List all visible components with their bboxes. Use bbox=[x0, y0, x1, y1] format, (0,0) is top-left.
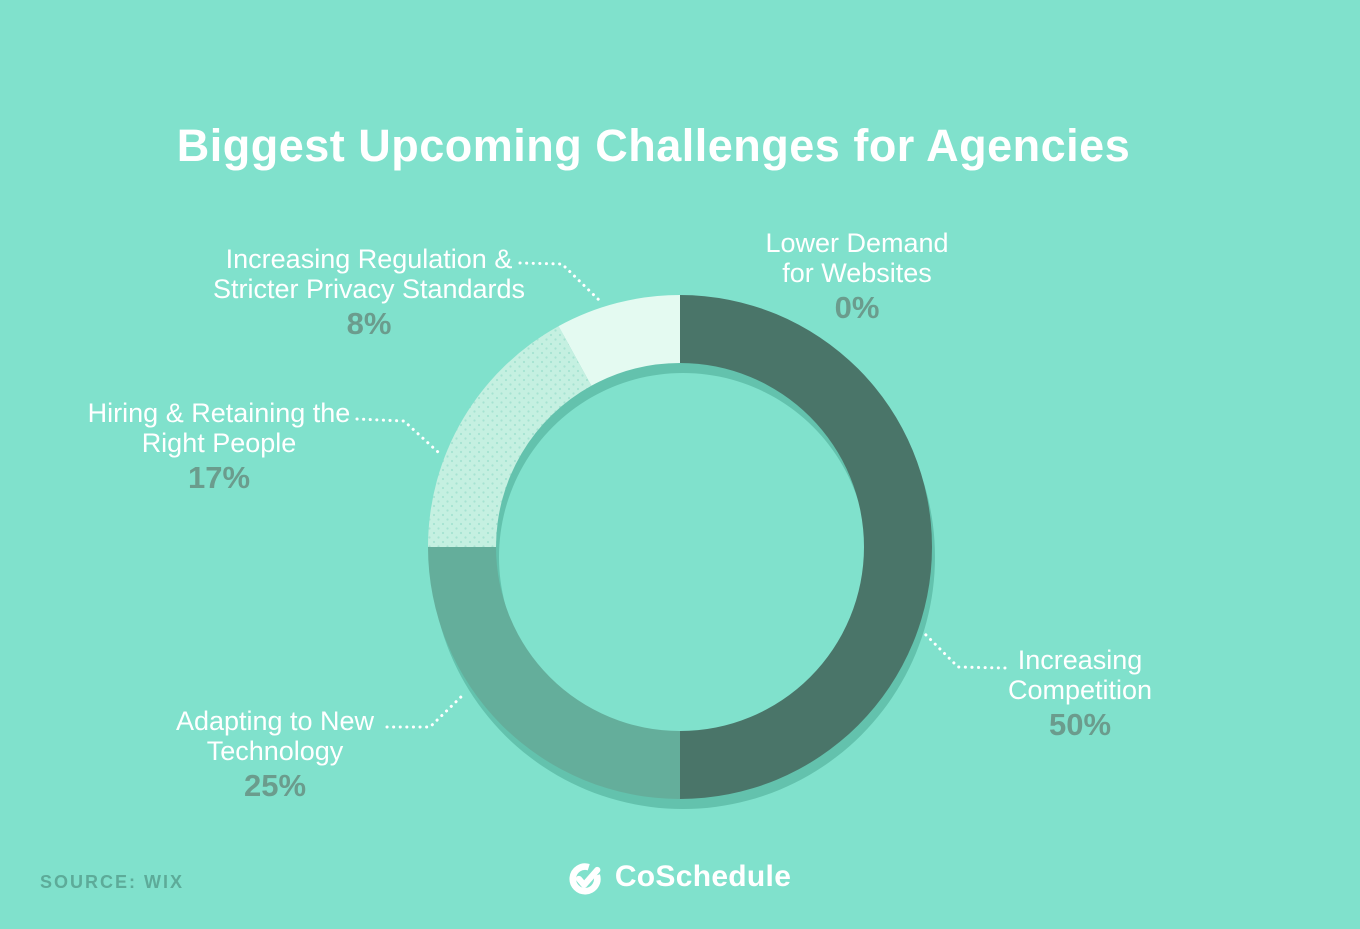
label-line: Hiring & Retaining the bbox=[87, 398, 351, 428]
label-line: Technology bbox=[206, 736, 344, 766]
percent-value: 17% bbox=[187, 460, 251, 495]
source-attribution: SOURCE: WIX bbox=[40, 872, 185, 892]
label-line: Right People bbox=[141, 428, 297, 458]
label-line: for Websites bbox=[782, 258, 932, 288]
label-line: Increasing bbox=[1017, 645, 1143, 675]
label-hiring-retaining: Hiring & Retaining the Right People 17% bbox=[54, 398, 384, 495]
label-line: Increasing Regulation & bbox=[225, 244, 513, 274]
percent-value: 8% bbox=[346, 306, 392, 341]
label-line: Lower Demand bbox=[765, 228, 949, 258]
leader-line bbox=[518, 261, 602, 303]
coschedule-logo-text: CoSchedule bbox=[614, 860, 792, 893]
coschedule-logo: CoSchedule bbox=[0, 858, 1360, 896]
donut-segment-hiring-retaining-the-right-people bbox=[428, 326, 592, 547]
chart-title: Biggest Upcoming Challenges for Agencies bbox=[176, 120, 1131, 172]
leader-line bbox=[385, 692, 466, 729]
percent-value: 0% bbox=[834, 290, 880, 325]
percent-value: 50% bbox=[1048, 707, 1112, 742]
label-adapting-technology: Adapting to New Technology 25% bbox=[125, 706, 425, 803]
donut-segment-adapting-to-new-technology bbox=[428, 547, 680, 799]
leader-line bbox=[921, 630, 1007, 670]
label-increasing-competition: Increasing Competition 50% bbox=[950, 645, 1210, 742]
label-line: Competition bbox=[1007, 675, 1153, 705]
donut-segment-increasing-regulation-stricter-privacy-standards bbox=[558, 295, 680, 386]
label-increasing-regulation: Increasing Regulation & Stricter Privacy… bbox=[159, 244, 579, 341]
label-line: Adapting to New bbox=[175, 706, 375, 736]
leader-line bbox=[355, 417, 440, 454]
percent-value: 25% bbox=[243, 768, 307, 803]
label-lower-demand-for-websites: Lower Demand for Websites 0% bbox=[727, 228, 987, 325]
coschedule-check-icon bbox=[569, 863, 601, 895]
donut-segment-increasing-competition bbox=[680, 295, 932, 799]
label-line: Stricter Privacy Standards bbox=[212, 274, 526, 304]
